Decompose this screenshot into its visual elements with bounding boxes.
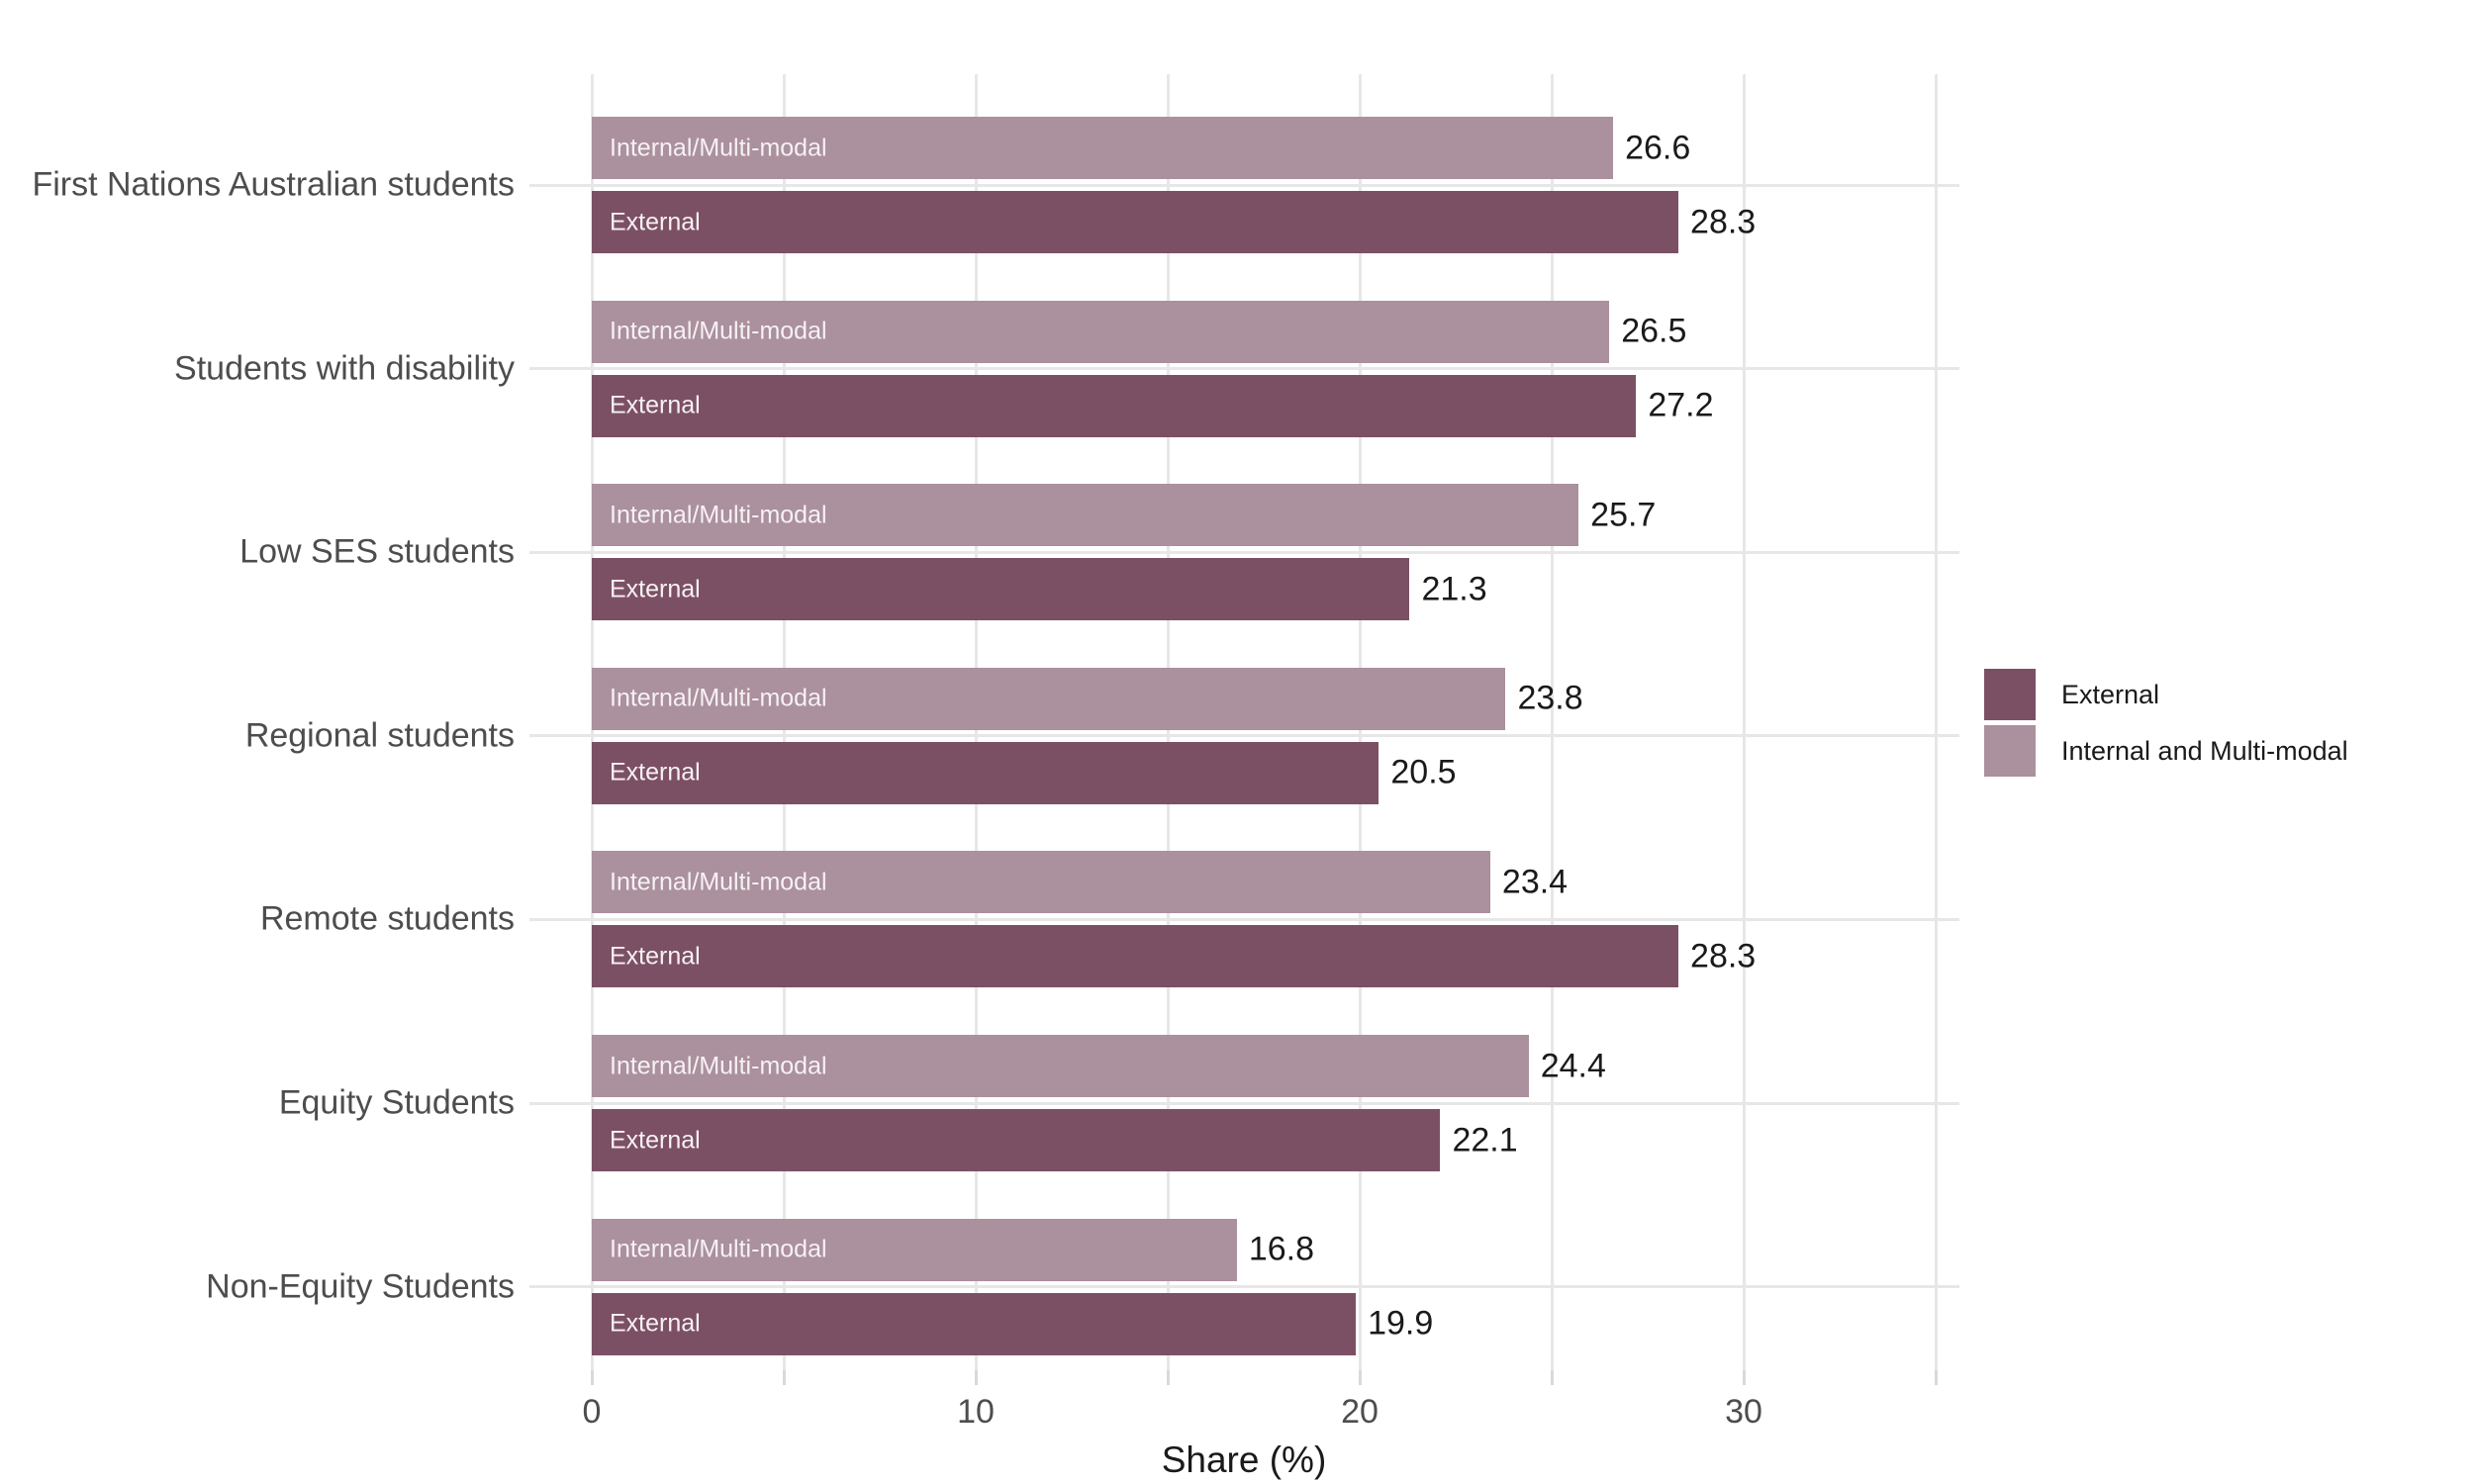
legend-item-external: External (1984, 669, 2348, 720)
legend-swatch-external (1984, 669, 2036, 720)
x-tick-mark-35 (1934, 1370, 1938, 1385)
value-label-external-0: 28.3 (1690, 203, 1757, 240)
y-gridline-4 (529, 917, 1959, 921)
y-gridline-3 (529, 734, 1959, 738)
bar-inner-label-internal-multimodal-3: Internal/Multi-modal (610, 684, 827, 712)
bar-inner-label-external-0: External (610, 208, 701, 235)
bar-inner-label-internal-multimodal-6: Internal/Multi-modal (610, 1235, 827, 1263)
bar-inner-label-internal-multimodal-0: Internal/Multi-modal (610, 134, 827, 161)
x-tick-mark-10 (974, 1370, 978, 1385)
x-tick-mark-0 (590, 1370, 594, 1385)
bar-internal-multimodal-5 (592, 1035, 1529, 1097)
x-tick-label-30: 30 (1725, 1393, 1762, 1431)
x-gridline-30 (1742, 74, 1746, 1370)
bar-inner-label-internal-multimodal-1: Internal/Multi-modal (610, 317, 827, 345)
bar-external-5 (592, 1109, 1441, 1171)
category-label-3: Regional students (244, 716, 515, 755)
bar-inner-label-external-1: External (610, 391, 701, 419)
value-label-internal-multimodal-2: 25.7 (1590, 496, 1657, 534)
bar-inner-label-external-3: External (610, 758, 701, 787)
y-gridline-6 (529, 1285, 1959, 1289)
bar-inner-label-internal-multimodal-4: Internal/Multi-modal (610, 868, 827, 896)
value-label-internal-multimodal-6: 16.8 (1248, 1230, 1315, 1268)
legend-label-internal-multimodal: Internal and Multi-modal (2061, 735, 2348, 766)
value-label-internal-multimodal-5: 24.4 (1540, 1047, 1606, 1084)
legend-label-external: External (2061, 679, 2160, 709)
bar-internal-multimodal-0 (592, 117, 1614, 179)
x-gridline-35 (1934, 74, 1938, 1370)
y-gridline-0 (529, 183, 1959, 187)
value-label-internal-multimodal-0: 26.6 (1625, 129, 1691, 166)
bar-external-4 (592, 925, 1679, 988)
x-gridline-25 (1550, 74, 1554, 1370)
bar-external-0 (592, 191, 1679, 253)
bar-internal-multimodal-4 (592, 851, 1490, 914)
value-label-external-5: 22.1 (1452, 1121, 1518, 1159)
value-label-external-1: 27.2 (1648, 386, 1714, 424)
bar-inner-label-external-2: External (610, 575, 701, 603)
value-label-internal-multimodal-1: 26.5 (1621, 312, 1687, 350)
bar-inner-label-internal-multimodal-2: Internal/Multi-modal (610, 501, 827, 529)
value-label-external-4: 28.3 (1690, 937, 1757, 975)
x-tick-mark-20 (1358, 1370, 1362, 1385)
bar-external-3 (592, 741, 1380, 804)
value-label-internal-multimodal-3: 23.8 (1517, 679, 1583, 717)
category-label-6: Non-Equity Students (206, 1267, 515, 1306)
x-tick-label-20: 20 (1341, 1393, 1379, 1431)
x-tick-mark-30 (1742, 1370, 1746, 1385)
bar-internal-multimodal-6 (592, 1218, 1237, 1281)
value-label-external-6: 19.9 (1368, 1304, 1434, 1343)
category-label-4: Remote students (259, 899, 515, 938)
bar-internal-multimodal-3 (592, 667, 1506, 730)
x-tick-mark-5 (782, 1370, 786, 1385)
x-tick-mark-25 (1550, 1370, 1554, 1385)
y-gridline-1 (529, 367, 1959, 371)
bar-inner-label-external-5: External (610, 1126, 701, 1154)
y-gridline-2 (529, 550, 1959, 554)
bar-external-6 (592, 1292, 1357, 1355)
bar-external-1 (592, 374, 1637, 437)
value-label-external-3: 20.5 (1390, 753, 1457, 791)
legend-swatch-internal-multimodal (1984, 725, 2036, 777)
x-tick-mark-15 (1166, 1370, 1170, 1385)
category-label-2: Low SES students (239, 532, 515, 571)
category-label-5: Equity Students (278, 1083, 515, 1122)
bar-external-2 (592, 558, 1410, 621)
bar-inner-label-internal-multimodal-5: Internal/Multi-modal (610, 1052, 827, 1079)
bar-inner-label-external-6: External (610, 1309, 701, 1338)
x-tick-label-10: 10 (957, 1393, 995, 1431)
value-label-internal-multimodal-4: 23.4 (1501, 863, 1569, 901)
x-axis-title: Share (%) (1161, 1439, 1327, 1480)
category-label-1: Students with disability (174, 349, 515, 388)
legend: External Internal and Multi-modal (1984, 669, 2348, 782)
x-tick-label-0: 0 (582, 1393, 602, 1431)
bar-internal-multimodal-2 (592, 484, 1579, 547)
bar-internal-multimodal-1 (592, 300, 1610, 363)
bar-inner-label-external-4: External (610, 942, 701, 971)
legend-item-internal-multimodal: Internal and Multi-modal (1984, 725, 2348, 777)
value-label-external-2: 21.3 (1421, 570, 1487, 608)
category-label-0: First Nations Australian students (32, 165, 515, 204)
y-gridline-5 (529, 1101, 1959, 1105)
